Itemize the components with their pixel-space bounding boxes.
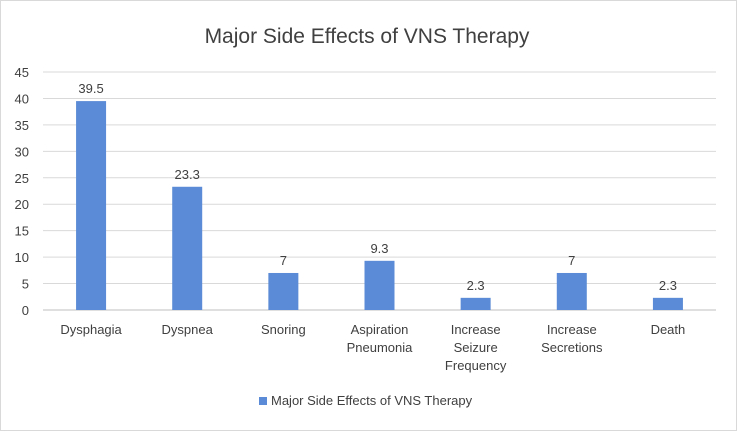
bar [172, 186, 203, 310]
y-tick-label: 0 [22, 303, 29, 318]
x-tick-label: Death [651, 322, 686, 337]
data-label: 39.5 [78, 81, 103, 96]
legend-label: Major Side Effects of VNS Therapy [271, 393, 473, 408]
legend: Major Side Effects of VNS Therapy [259, 393, 473, 408]
bar [460, 297, 491, 310]
y-tick-label: 15 [15, 224, 29, 239]
gridlines [43, 71, 716, 311]
bars [76, 101, 683, 310]
x-tick-label: Increase Seizure Frequency [445, 322, 507, 373]
bar [76, 101, 107, 310]
x-tick-label: Increase Secretions [541, 322, 603, 355]
data-label: 7 [280, 253, 287, 268]
x-tick-label: Dyspnea [162, 322, 214, 337]
y-tick-label: 40 [15, 91, 29, 106]
data-label: 9.3 [370, 241, 388, 256]
y-tick-label: 10 [15, 250, 29, 265]
y-tick-label: 35 [15, 118, 29, 133]
bar [268, 272, 299, 310]
y-axis: 0 5 10 15 20 25 30 35 40 45 [15, 65, 29, 318]
x-tick-label: Snoring [261, 322, 306, 337]
bar [364, 260, 395, 310]
x-tick-label: Dysphagia [60, 322, 122, 337]
bar [652, 297, 683, 310]
data-label: 7 [568, 253, 575, 268]
legend-swatch [259, 397, 267, 405]
chart-title: Major Side Effects of VNS Therapy [205, 25, 530, 48]
data-labels: 39.5 23.3 7 9.3 2.3 7 2.3 [78, 81, 677, 293]
y-tick-label: 5 [22, 277, 29, 292]
bar [556, 272, 587, 310]
y-tick-label: 30 [15, 144, 29, 159]
x-tick-label: Aspiration Pneumonia [347, 322, 414, 355]
x-axis: Dysphagia Dyspnea Snoring Aspiration Pneumon… [60, 322, 685, 373]
data-label: 2.3 [659, 278, 677, 293]
data-label: 23.3 [175, 167, 200, 182]
y-tick-label: 20 [15, 197, 29, 212]
y-tick-label: 25 [15, 171, 29, 186]
y-tick-label: 45 [15, 65, 29, 80]
data-label: 2.3 [467, 278, 485, 293]
